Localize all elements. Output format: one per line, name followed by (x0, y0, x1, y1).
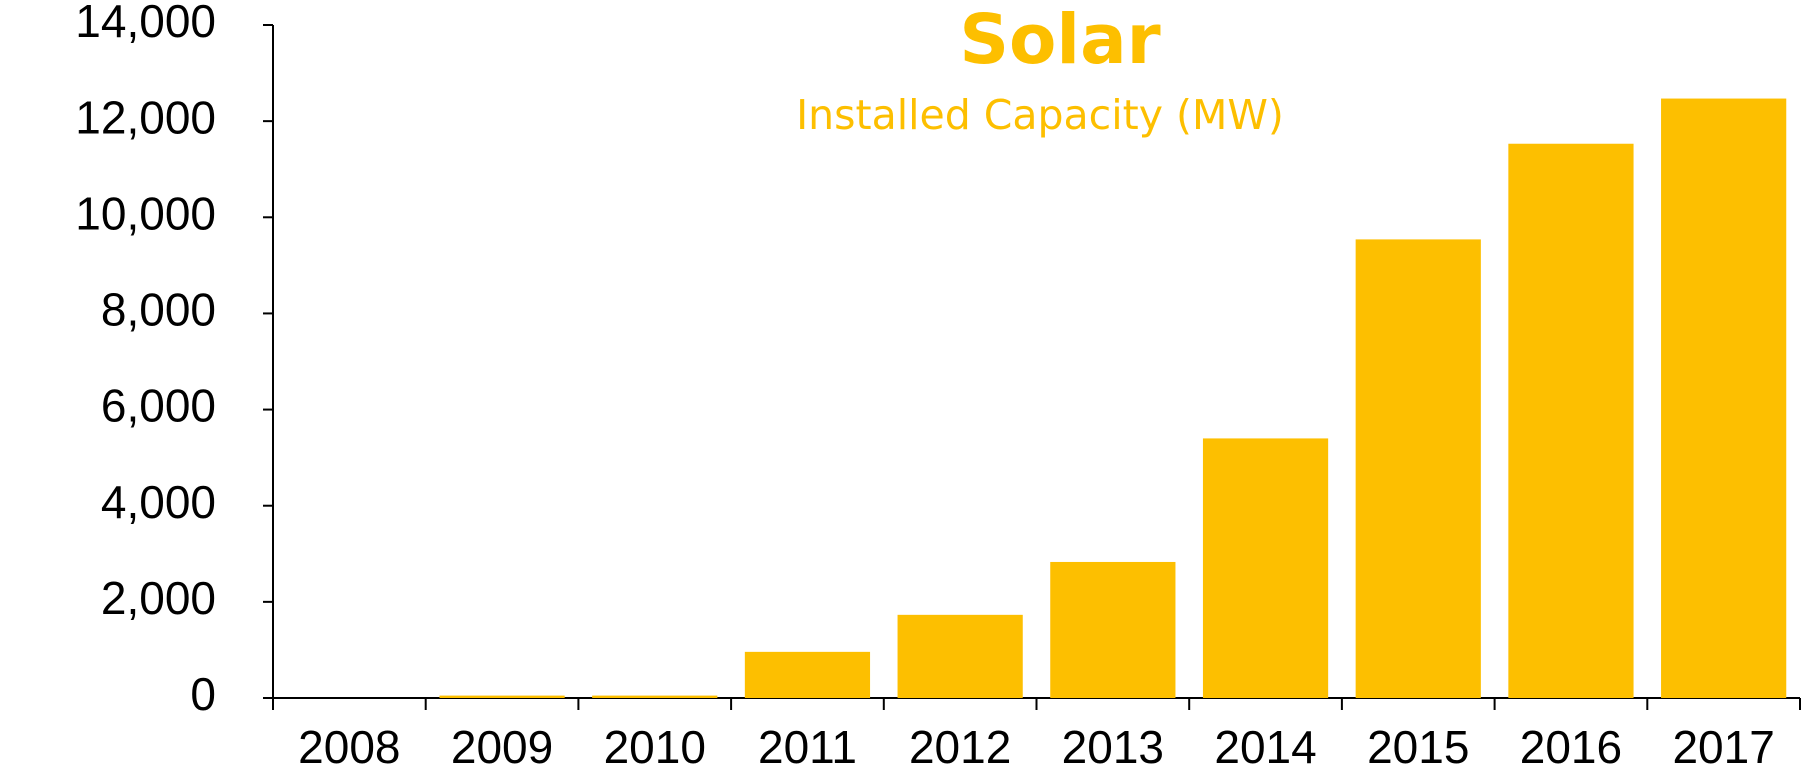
bar (744, 651, 871, 698)
chart-title: Solar (959, 0, 1160, 80)
bar (1661, 98, 1787, 698)
bar (592, 695, 718, 698)
x-tick-label: 2010 (604, 721, 706, 771)
y-tick-label: 4,000 (101, 476, 216, 528)
y-tick-label: 8,000 (101, 284, 216, 336)
bar (897, 614, 1023, 698)
bar (439, 695, 565, 698)
x-tick-label: 2014 (1214, 721, 1316, 771)
x-tick-label: 2011 (758, 721, 857, 771)
x-tick-label: 2016 (1520, 721, 1622, 771)
bar (1508, 143, 1634, 698)
chart-subtitle: Installed Capacity (MW) (796, 91, 1284, 139)
y-tick-label: 14,000 (75, 0, 216, 47)
bar (1202, 438, 1329, 698)
y-tick-label: 0 (190, 668, 216, 720)
y-tick-label: 6,000 (101, 380, 216, 432)
x-tick-label: 2008 (298, 721, 400, 771)
x-tick-label: 2013 (1062, 721, 1164, 771)
x-tick-label: 2015 (1367, 721, 1469, 771)
bar (1355, 239, 1481, 699)
y-tick-label: 2,000 (101, 572, 216, 624)
y-tick-label: 10,000 (75, 187, 216, 239)
y-tick-label: 12,000 (75, 91, 216, 143)
x-tick-label: 2017 (1672, 721, 1774, 771)
bar (1050, 561, 1176, 698)
x-tick-label: 2012 (909, 721, 1011, 771)
x-tick-label: 2009 (451, 721, 553, 771)
